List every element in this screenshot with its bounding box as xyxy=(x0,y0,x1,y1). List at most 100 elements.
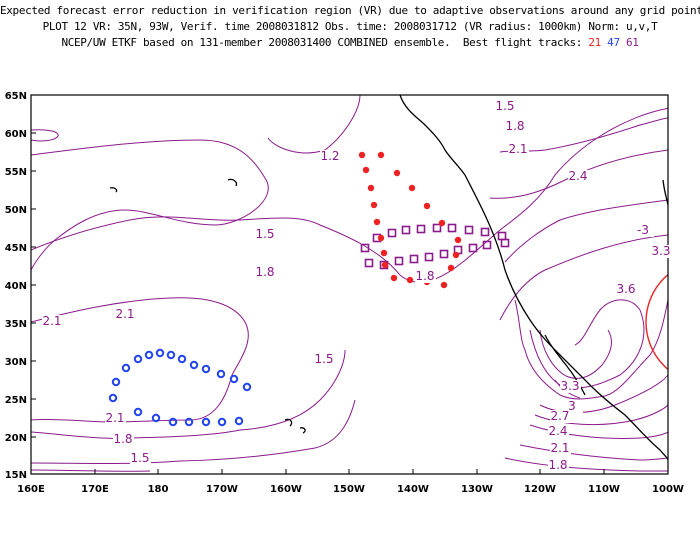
lat-label: 55N xyxy=(5,167,27,178)
latitude-labels: 65N 60N 55N 50N 45N 40N 35N 30N 25N 20N 15N xyxy=(5,91,27,481)
title-line-3: NCEP/UW ETKF based on 131-member 2008031… xyxy=(0,35,700,50)
track-61-marker xyxy=(401,225,411,235)
track-21-marker xyxy=(423,202,431,210)
coastline-west xyxy=(464,174,668,461)
contour-label-bg xyxy=(255,266,276,279)
lat-label: 15N xyxy=(5,470,27,481)
coastline-island xyxy=(109,187,118,193)
track-21-marker xyxy=(381,261,389,269)
track-47-marker xyxy=(108,393,118,403)
track-47-marker xyxy=(201,417,211,427)
contour-label: 2.4 xyxy=(568,169,587,183)
axis-ticks xyxy=(30,94,669,475)
verification-region xyxy=(645,273,668,371)
track-21-marker xyxy=(377,151,385,159)
contour-label: 1.5 xyxy=(314,352,333,366)
contour-label-bg xyxy=(113,433,134,446)
contour-label: 1.5 xyxy=(495,99,514,113)
track-47-marker xyxy=(229,374,239,384)
track-61-marker xyxy=(468,243,478,253)
coastline-island xyxy=(284,418,293,427)
longitude-labels: 160E 170E 180 170W 160W 150W 140W 130W 120W 110W 1… xyxy=(17,484,684,495)
lon-label: 180 xyxy=(148,484,169,495)
track-61-marker xyxy=(482,240,492,250)
lon-label: 120W xyxy=(524,484,556,495)
coastline-island xyxy=(662,179,668,206)
lon-label: 170W xyxy=(206,484,238,495)
contour-label-bg xyxy=(415,270,436,283)
track-21-marker xyxy=(362,166,370,174)
contour-line xyxy=(539,374,668,413)
contour-label-bg xyxy=(508,143,529,156)
contour-label: 2.1 xyxy=(42,314,61,328)
lon-label: 130W xyxy=(461,484,493,495)
lat-label: 30N xyxy=(5,357,27,368)
contour-label-bg xyxy=(505,120,526,133)
track-61-marker xyxy=(432,223,442,233)
track-61-marker xyxy=(497,231,507,241)
track-21-marker xyxy=(367,184,375,192)
title-line-2: PLOT 12 VR: 35N, 93W, Verif. time 200803… xyxy=(42,20,658,33)
contour-label-bg xyxy=(562,400,583,413)
contour-label: 1.5 xyxy=(130,451,149,465)
contour-label: 1.8 xyxy=(255,265,274,279)
track-21-marker xyxy=(454,236,462,244)
flight-track-21 xyxy=(358,151,462,289)
track-47-label: 47 xyxy=(607,36,620,49)
track-61-marker xyxy=(360,243,370,253)
track-21-marker xyxy=(380,249,388,257)
contour-line xyxy=(539,329,612,379)
track-61-marker xyxy=(394,256,404,266)
contour-line xyxy=(519,444,668,461)
track-61-marker xyxy=(500,238,510,248)
contour-label-bg xyxy=(560,380,581,393)
coastline-island xyxy=(299,427,306,434)
lat-label: 35N xyxy=(5,319,27,330)
track-47-marker xyxy=(166,350,176,360)
contour-label: 2.1 xyxy=(105,411,124,425)
track-47-marker xyxy=(155,348,165,358)
contour-label: 1.8 xyxy=(113,432,132,446)
lat-label: 65N xyxy=(5,91,27,102)
contour-label: 1.2 xyxy=(320,149,339,163)
contour-label-bg xyxy=(42,315,63,328)
lon-label: 100W xyxy=(652,484,684,495)
contour-label-bg xyxy=(550,442,571,455)
coastline-alaska xyxy=(399,95,466,176)
contour-lines xyxy=(31,95,668,472)
contour-label-bg xyxy=(651,245,672,258)
contour-label: 1.8 xyxy=(505,119,524,133)
contour-label: 2.7 xyxy=(550,409,569,423)
lat-label: 45N xyxy=(5,243,27,254)
track-61-marker xyxy=(409,254,419,264)
contour-line xyxy=(31,349,346,439)
lon-label: 160W xyxy=(270,484,302,495)
contour-line xyxy=(529,299,645,389)
contour-line xyxy=(31,399,356,464)
track-21-marker xyxy=(393,169,401,177)
track-47-marker xyxy=(121,363,131,373)
track-61-label: 61 xyxy=(626,36,639,49)
contour-label-bg xyxy=(105,412,126,425)
contour-label-bg xyxy=(130,452,151,465)
coastline-island xyxy=(227,178,238,187)
track-47-marker xyxy=(189,360,199,370)
lon-label: 150W xyxy=(333,484,365,495)
track-21-marker xyxy=(406,276,414,284)
contour-label: 2.1 xyxy=(550,441,569,455)
track-47-marker xyxy=(111,377,121,387)
lon-label: 140W xyxy=(397,484,429,495)
track-47-marker xyxy=(177,354,187,364)
contour-label-bg xyxy=(115,308,136,321)
contour-label-bg xyxy=(314,353,335,366)
contour-line xyxy=(489,149,668,199)
coastlines xyxy=(109,95,668,461)
lon-label: 110W xyxy=(588,484,620,495)
contour-label-bg xyxy=(616,283,637,296)
contour-label: 2.4 xyxy=(548,424,567,438)
lat-label: 25N xyxy=(5,395,27,406)
track-61-marker xyxy=(439,249,449,259)
contour-line xyxy=(31,297,249,423)
contour-line xyxy=(504,457,668,472)
